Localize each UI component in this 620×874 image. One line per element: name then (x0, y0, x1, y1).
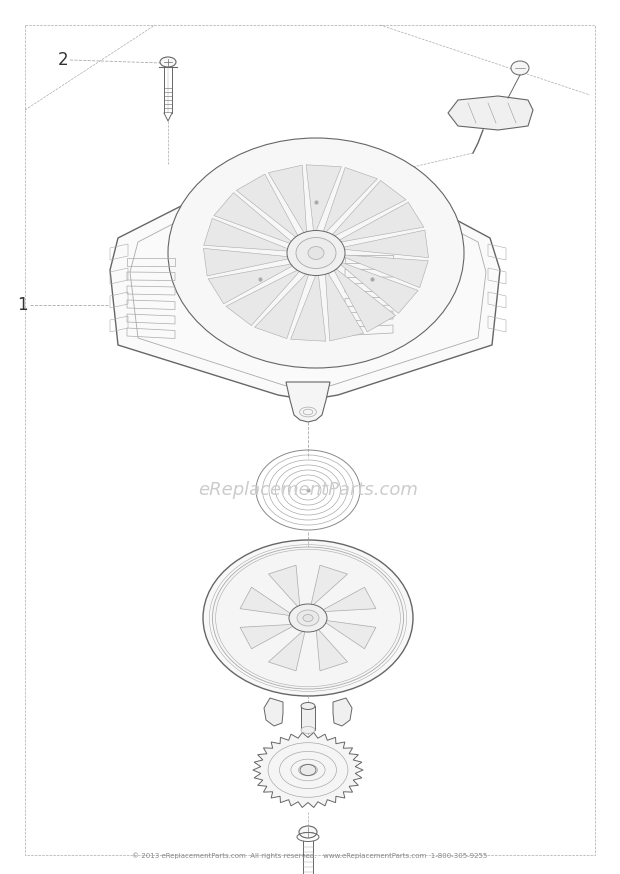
Polygon shape (208, 264, 293, 304)
Polygon shape (323, 168, 378, 232)
Text: © 2013 eReplacementParts.com  All rights reserved.   www.eReplacementParts.com  : © 2013 eReplacementParts.com All rights … (133, 853, 487, 859)
Ellipse shape (289, 604, 327, 632)
Polygon shape (203, 248, 290, 276)
Ellipse shape (168, 138, 464, 368)
Polygon shape (226, 269, 300, 325)
Polygon shape (311, 565, 348, 606)
Polygon shape (339, 202, 424, 242)
Polygon shape (333, 698, 352, 726)
Polygon shape (236, 174, 298, 238)
Polygon shape (321, 587, 376, 612)
Ellipse shape (287, 231, 345, 275)
Polygon shape (448, 96, 533, 130)
Ellipse shape (303, 614, 313, 621)
Bar (301, 706, 315, 730)
Polygon shape (264, 698, 283, 726)
Polygon shape (268, 565, 300, 607)
Ellipse shape (511, 61, 529, 75)
Polygon shape (286, 382, 330, 422)
Polygon shape (316, 628, 348, 671)
Polygon shape (240, 624, 294, 649)
Polygon shape (343, 255, 428, 288)
Polygon shape (326, 273, 363, 341)
Text: 1: 1 (17, 296, 28, 314)
Ellipse shape (308, 246, 324, 260)
Polygon shape (204, 218, 289, 251)
Ellipse shape (299, 826, 317, 838)
Polygon shape (291, 274, 326, 341)
Polygon shape (268, 630, 305, 671)
Ellipse shape (301, 703, 315, 710)
Ellipse shape (203, 540, 413, 696)
Text: eReplacementParts.com: eReplacementParts.com (198, 481, 418, 499)
Text: 2: 2 (58, 51, 68, 69)
Polygon shape (268, 165, 307, 233)
Ellipse shape (301, 726, 315, 733)
Polygon shape (332, 180, 406, 237)
Polygon shape (334, 268, 396, 332)
Ellipse shape (160, 57, 176, 67)
Polygon shape (342, 230, 428, 258)
Polygon shape (240, 587, 293, 616)
Polygon shape (324, 621, 376, 649)
Polygon shape (255, 274, 309, 338)
Polygon shape (110, 158, 500, 400)
Ellipse shape (296, 238, 336, 268)
Ellipse shape (297, 610, 319, 626)
Ellipse shape (213, 547, 404, 689)
Polygon shape (214, 192, 292, 244)
Ellipse shape (300, 765, 316, 775)
Polygon shape (340, 262, 418, 314)
Polygon shape (306, 165, 342, 232)
Polygon shape (253, 732, 363, 808)
